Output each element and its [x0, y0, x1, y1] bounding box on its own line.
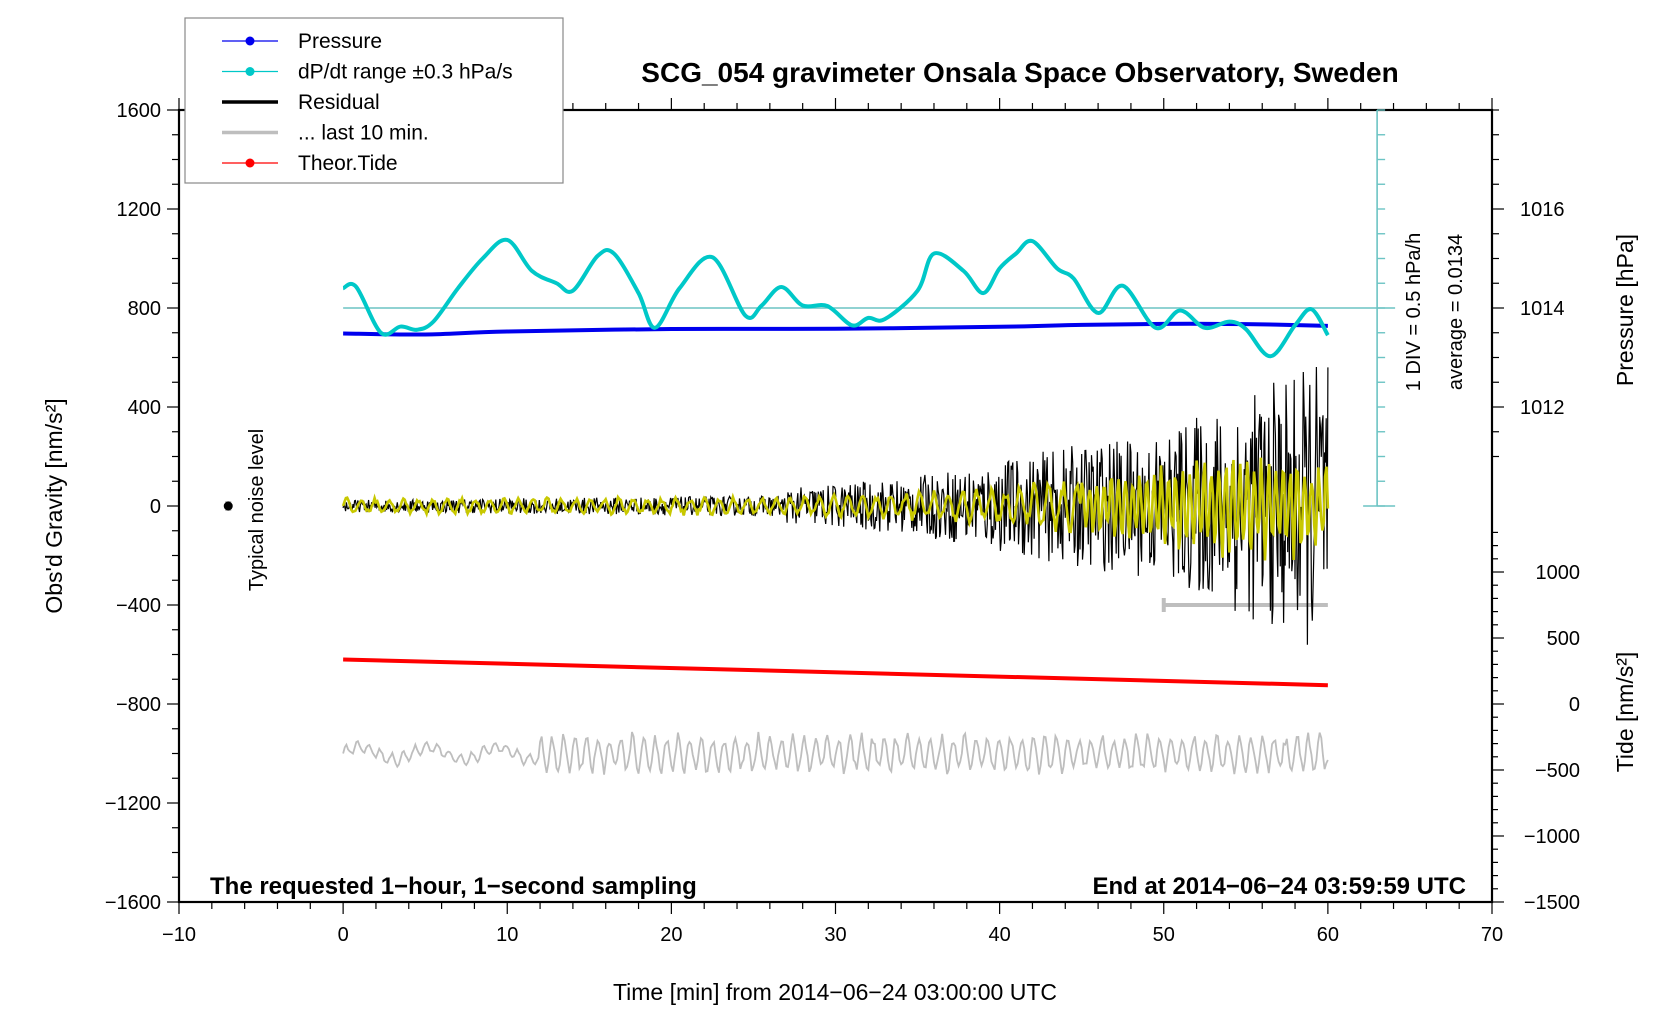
legend-entry: Residual [222, 91, 380, 114]
smoothed-residual-line [341, 457, 1330, 561]
tide-tick-label: 1000 [1536, 562, 1581, 584]
y-axis-right-pressure: 1012 1014 1016 [1492, 109, 1565, 458]
legend-entry: Theor.Tide [222, 152, 398, 175]
y-tick-label: −1200 [105, 793, 161, 815]
y-axis-right-tide: 1000 500 0 −500 −1000 −1500 [1492, 531, 1581, 914]
x-tick-label: 60 [1317, 924, 1339, 946]
y-axis-title: Obs'd Gravity [nm/s²] [41, 398, 67, 613]
pressure-tick-label: 1014 [1520, 298, 1565, 320]
tide-axis-title: Tide [nm/s²] [1612, 652, 1638, 773]
gray-low-trace [342, 731, 1329, 775]
x-tick-label: 30 [824, 924, 846, 946]
pressure-axis-title: Pressure [hPa] [1612, 234, 1638, 386]
x-tick-label: 10 [496, 924, 518, 946]
legend-entry: dP/dt range ±0.3 hPa/s [222, 61, 513, 84]
y-tick-label: 0 [150, 496, 161, 518]
series-layer [223, 109, 1396, 775]
x-tick-label: 50 [1153, 924, 1175, 946]
chart-title: SCG_054 gravimeter Onsala Space Observat… [641, 57, 1398, 88]
pressure-tick-label: 1016 [1520, 199, 1565, 221]
y-tick-label: −400 [116, 595, 161, 617]
noise-level-label: Typical noise level [246, 429, 268, 591]
tide-line [343, 657, 1328, 688]
y-tick-label: 800 [128, 298, 161, 320]
x-tick-label: 40 [989, 924, 1011, 946]
x-tick-label: 70 [1481, 924, 1503, 946]
pressure-line [343, 321, 1328, 337]
x-tick-label: 20 [660, 924, 682, 946]
y-axis-left: −1600 −1200 −800 −400 0 400 800 1200 1600 [105, 100, 179, 914]
dpdt-scale-label: 1 DIV = 0.5 hPa/h [1403, 233, 1425, 391]
y-tick-label: 1200 [117, 199, 162, 221]
tide-tick-label: −1500 [1524, 892, 1580, 914]
noise-marker [223, 501, 233, 511]
y-tick-label: 1600 [117, 100, 162, 122]
dpdt-line [342, 237, 1330, 359]
sampling-note: The requested 1−hour, 1−second sampling [210, 873, 697, 900]
pressure-tick-label: 1012 [1520, 397, 1565, 419]
tide-tick-label: 500 [1547, 628, 1580, 650]
legend-label: ... last 10 min. [298, 122, 429, 145]
legend-swatch-dot [245, 36, 255, 46]
legend-swatch-dot [245, 158, 255, 168]
end-time-note: End at 2014−06−24 03:59:59 UTC [1092, 873, 1466, 900]
x-tick-label: 0 [338, 924, 349, 946]
y-tick-label: −800 [116, 694, 161, 716]
legend-entry: ... last 10 min. [222, 122, 429, 145]
legend-label: Theor.Tide [298, 152, 398, 175]
dpdt-average-label: average = 0.0134 [1445, 234, 1467, 390]
x-tick-label: −10 [162, 924, 196, 946]
legend-swatch-dot [245, 67, 255, 76]
legend-label: dP/dt range ±0.3 hPa/s [298, 61, 513, 84]
x-axis-title: Time [min] from 2014−06−24 03:00:00 UTC [613, 979, 1057, 1005]
tide-tick-label: −500 [1535, 760, 1580, 782]
legend-label: Pressure [298, 30, 382, 53]
tide-tick-label: −1000 [1524, 826, 1580, 848]
y-tick-label: 400 [128, 397, 161, 419]
legend-label: Residual [298, 91, 380, 114]
legend: Pressure dP/dt range ±0.3 hPa/s Residual..… [184, 17, 564, 184]
tide-tick-label: 0 [1569, 694, 1580, 716]
legend-entry: Pressure [222, 30, 382, 53]
y-tick-label: −1600 [105, 892, 161, 914]
